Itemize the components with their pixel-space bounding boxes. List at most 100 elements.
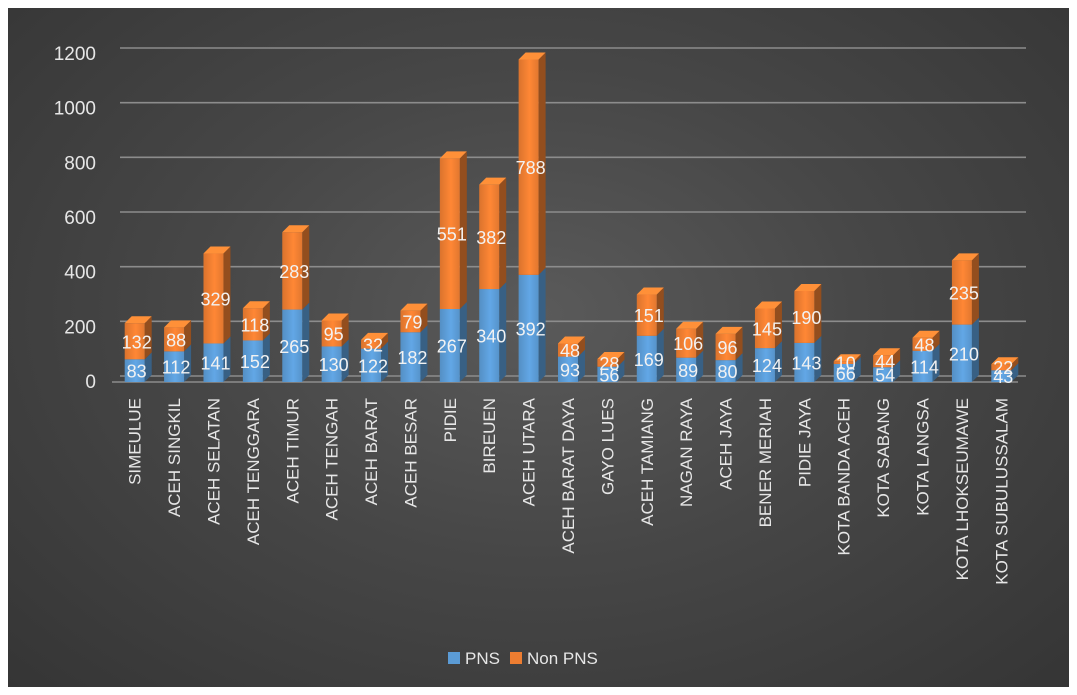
- bar-pns: [715, 353, 743, 382]
- bar-non-pns: [479, 177, 507, 290]
- bar-pns: [597, 359, 625, 382]
- category-label: ACEH BARAT DAYA: [559, 397, 578, 553]
- bar-pns: [439, 302, 467, 382]
- legend-label: PNS: [465, 649, 500, 668]
- bar-pns: [991, 363, 1019, 382]
- data-label-non-pns: 382: [476, 228, 506, 248]
- bar-pns: [242, 333, 270, 382]
- category-label: ACEH TIMUR: [283, 398, 302, 503]
- bar-non-pns: [833, 354, 861, 364]
- bar-non-pns: [873, 348, 901, 368]
- data-label-pns: 152: [240, 352, 270, 372]
- data-label-pns: 210: [949, 344, 979, 364]
- bar-non-pns: [676, 321, 704, 358]
- bar-non-pns: [754, 301, 782, 349]
- bar-pns: [873, 360, 901, 382]
- legend-swatch: [448, 652, 460, 664]
- category-label: ACEH SELATAN: [204, 398, 223, 525]
- bar-non-pns: [912, 330, 940, 351]
- category-label: NAGAN RAYA: [677, 397, 696, 507]
- data-label-pns: 141: [200, 354, 230, 374]
- bar-non-pns: [124, 316, 152, 360]
- data-label-pns: 122: [358, 356, 388, 376]
- data-label-pns: 265: [279, 337, 309, 357]
- category-label: ACEH BARAT: [362, 398, 381, 505]
- data-label-pns: 130: [319, 355, 349, 375]
- data-label-pns: 93: [560, 360, 580, 380]
- data-label-non-pns: 48: [915, 335, 935, 355]
- bar-pns: [164, 344, 192, 382]
- data-label-non-pns: 28: [599, 354, 619, 374]
- category-label: ACEH JAYA: [717, 397, 736, 490]
- bar-pns: [912, 343, 940, 382]
- legend-label: Non PNS: [527, 649, 598, 668]
- legend-item-non-pns: Non PNS: [510, 649, 598, 668]
- legend-item-pns: PNS: [448, 649, 500, 668]
- data-label-non-pns: 44: [875, 352, 895, 372]
- data-label-pns: 43: [993, 367, 1013, 387]
- data-label-non-pns: 10: [836, 354, 856, 374]
- category-label: GAYO LUES: [598, 398, 617, 495]
- data-label-non-pns: 551: [437, 225, 467, 245]
- data-label-pns: 124: [752, 356, 782, 376]
- data-label-pns: 80: [718, 362, 738, 382]
- category-label: KOTA LANGSA: [914, 397, 933, 515]
- bar-pns: [321, 339, 349, 382]
- data-label-non-pns: 22: [993, 358, 1013, 378]
- bar-non-pns: [282, 225, 310, 310]
- bar-pns: [518, 267, 546, 382]
- bar-non-pns: [164, 320, 192, 352]
- data-label-non-pns: 132: [122, 332, 152, 352]
- y-tick-label: 200: [64, 317, 96, 338]
- category-label: ACEH TAMIANG: [638, 398, 657, 526]
- data-label-non-pns: 48: [560, 341, 580, 361]
- data-label-pns: 143: [791, 353, 821, 373]
- data-label-pns: 114: [910, 357, 939, 377]
- data-label-non-pns: 235: [949, 283, 979, 303]
- y-tick-label: 1000: [54, 99, 96, 120]
- y-tick-label: 400: [64, 263, 96, 284]
- data-label-pns: 56: [599, 365, 619, 385]
- bar-pns: [400, 325, 428, 382]
- data-label-pns: 54: [875, 366, 895, 386]
- stacked-bar-chart: 0 200 400 600 800 1000 1200 83 132 SIMEULUE 112 88 A…: [54, 44, 1026, 668]
- bar-non-pns: [203, 246, 231, 344]
- bar-non-pns: [558, 336, 585, 357]
- data-label-pns: 83: [127, 362, 147, 382]
- bar-non-pns: [794, 283, 822, 343]
- bar-non-pns: [991, 357, 1019, 371]
- bar-non-pns: [321, 313, 349, 347]
- data-label-non-pns: 79: [402, 312, 422, 332]
- category-label: ACEH BESAR: [401, 398, 420, 508]
- bar-pns: [636, 328, 664, 382]
- data-label-non-pns: 32: [363, 335, 383, 355]
- data-label-non-pns: 190: [791, 308, 821, 328]
- category-label: KOTA BANDA ACEH: [835, 398, 854, 555]
- bar-non-pns: [439, 151, 467, 310]
- bar-non-pns: [518, 52, 546, 275]
- data-label-non-pns: 88: [166, 330, 186, 350]
- bar-pns: [124, 352, 152, 382]
- data-label-non-pns: 96: [718, 338, 738, 358]
- data-label-non-pns: 95: [324, 324, 344, 344]
- data-label-pns: 112: [162, 358, 191, 378]
- y-tick-label: 800: [64, 153, 96, 174]
- data-label-pns: 169: [634, 350, 664, 370]
- data-label-non-pns: 145: [752, 319, 782, 339]
- category-label: BENER MERIAH: [756, 398, 775, 527]
- category-label: ACEH TENGAH: [323, 398, 342, 521]
- bar-pns: [676, 350, 704, 382]
- bar-non-pns: [242, 301, 270, 341]
- data-label-non-pns: 788: [516, 158, 546, 178]
- category-label: ACEH SINGKIL: [165, 398, 184, 517]
- bar-non-pns: [636, 287, 664, 336]
- category-label: BIREUEN: [480, 398, 499, 474]
- y-tick-label: 600: [64, 208, 96, 229]
- data-label-pns: 66: [836, 364, 856, 384]
- data-label-pns: 89: [678, 361, 698, 381]
- bar-non-pns: [597, 352, 625, 367]
- data-label-pns: 340: [476, 327, 506, 347]
- bar-pns: [558, 349, 585, 382]
- bar-non-pns: [951, 253, 979, 325]
- category-label: KOTA LHOKSEUMAWE: [953, 398, 972, 580]
